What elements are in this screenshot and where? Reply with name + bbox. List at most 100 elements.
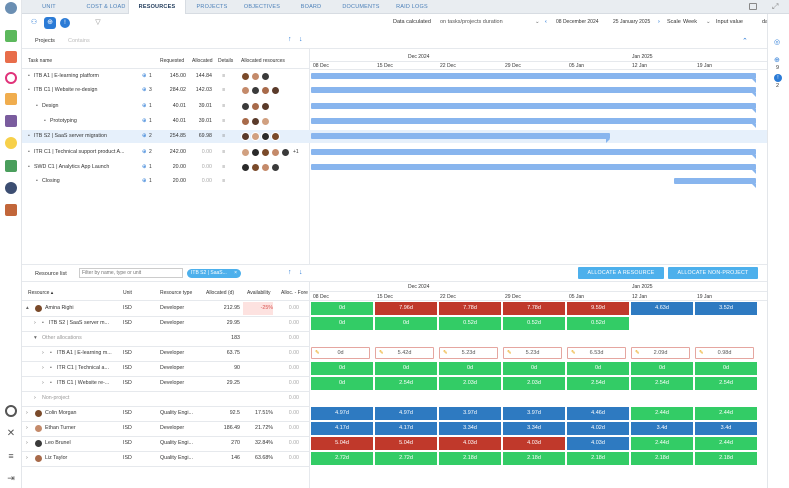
resource-name[interactable]: Leo Brunel [45, 440, 71, 446]
avatar[interactable] [261, 86, 270, 95]
zoom-icon[interactable]: ⊕ [44, 17, 56, 29]
avatar[interactable] [261, 148, 270, 157]
task-row[interactable]: ▪ Design ⊕ 1 40.01 39.01 ≡ [22, 100, 767, 113]
allocation-cell[interactable]: ✎ 0d [311, 347, 370, 359]
resource-name[interactable]: Amina Righi [45, 305, 74, 311]
expand-icon[interactable]: › [26, 455, 28, 461]
resource-row[interactable]: › Liz Taylor ISD Quality Engi... 146 63.68% 0.… [22, 452, 767, 467]
next-period-icon[interactable]: › [658, 19, 660, 25]
edit-icon[interactable]: ✎ [571, 350, 576, 356]
target-icon[interactable]: ◎ [774, 39, 781, 46]
task-row[interactable]: ▪ ITB S2 | SaaS server migration ⊕ 2 254.85 6… [22, 130, 767, 143]
details-icon[interactable]: ≡ [222, 164, 226, 170]
sliders-icon[interactable]: ≡ [8, 451, 14, 461]
expand-icon[interactable]: › [26, 425, 28, 431]
move-up-icon[interactable]: ↑ [288, 36, 292, 43]
network-icon[interactable] [5, 182, 17, 194]
expand-icon[interactable]: › [42, 380, 44, 386]
user-avatar[interactable] [5, 2, 17, 14]
resource-row[interactable]: › Non-project 0.00 [22, 392, 767, 407]
col-resource[interactable]: Resource ▴ [28, 290, 54, 296]
close-icon[interactable]: × [234, 270, 237, 276]
gantt-bar[interactable] [311, 118, 756, 124]
avatar[interactable] [241, 132, 250, 141]
task-name[interactable]: ITB S2 | SaaS server migration [34, 133, 107, 139]
tab-board[interactable]: BOARD [300, 4, 322, 10]
allocation-cell[interactable]: ✎ 5.42d [375, 347, 434, 359]
allocation-cell[interactable]: 0.52d [439, 317, 502, 330]
task-row[interactable]: ▪ SWD C1 | Analytics App Launch ⊕ 1 20.00 0.0… [22, 161, 767, 174]
logout-icon[interactable]: ⇥ [7, 473, 15, 483]
allocation-cell[interactable]: 0d [311, 362, 374, 375]
date-to[interactable]: 25 January 2025 [613, 19, 651, 25]
allocation-cell[interactable]: 4.17d [375, 422, 438, 435]
allocation-cell[interactable]: 0d [503, 362, 566, 375]
resource-filter-input[interactable] [79, 268, 183, 278]
task-name[interactable]: ITR C1 | Technical support product A... [34, 149, 125, 155]
expand-icon[interactable]: ▾ [34, 335, 37, 341]
allocation-cell[interactable]: ✎ 5.23d [503, 347, 562, 359]
details-icon[interactable]: ≡ [222, 103, 226, 109]
allocation-cell[interactable]: 0d [311, 377, 374, 390]
allocation-cell[interactable]: 2.44d [631, 437, 694, 450]
allocation-cell[interactable]: 2.44d [695, 407, 758, 420]
input-unit-select[interactable]: day [762, 19, 771, 25]
tab-projects[interactable]: Projects [35, 38, 55, 44]
resource-name[interactable]: ITB A1 | E-learning m... [57, 350, 112, 356]
col-task-name[interactable]: Task name [28, 58, 53, 64]
allocation-cell[interactable]: 2.18d [439, 452, 502, 465]
expand-icon[interactable]: › [34, 395, 36, 401]
avatar[interactable] [251, 102, 260, 111]
allocation-cell[interactable]: 2.18d [631, 452, 694, 465]
allocation-cell[interactable]: 2.18d [567, 452, 630, 465]
task-row[interactable]: ▪ ITB A1 | E-learning platform ⊕ 1 145.00 144… [22, 70, 767, 83]
resource-row[interactable]: › ▪ ITB S2 | SaaS server m... ISD Developer 2… [22, 317, 767, 332]
avatar[interactable] [241, 117, 250, 126]
allocation-cell[interactable]: ✎ 5.23d [439, 347, 498, 359]
allocation-cell[interactable]: ✎ 6.53d [567, 347, 626, 359]
avatar[interactable] [241, 86, 250, 95]
allocation-cell[interactable]: 7.78d [503, 302, 566, 315]
chat-icon[interactable] [749, 3, 757, 10]
avatar[interactable] [271, 163, 280, 172]
allocation-cell[interactable]: 3.97d [439, 407, 502, 420]
avatar[interactable] [271, 148, 280, 157]
allocation-cell[interactable]: 4.03d [439, 437, 502, 450]
task-row[interactable]: ▪ Prototyping ⊕ 1 40.01 39.01 ≡ [22, 115, 767, 128]
allocation-cell[interactable]: ✎ 2.09d [631, 347, 690, 359]
resource-row[interactable]: › Ethan Turner ISD Developer 186.49 21.72% 0.0… [22, 422, 767, 437]
col-unit[interactable]: Unit [123, 290, 132, 296]
allocation-cell[interactable]: 0.52d [567, 317, 630, 330]
task-name[interactable]: Prototyping [50, 118, 77, 124]
data-calculated-select[interactable]: on tasks/projects duration [440, 19, 503, 25]
allocation-cell[interactable]: 4.63d [631, 302, 694, 315]
expand-icon[interactable]: ▴ [26, 305, 29, 311]
task-row[interactable]: ▪ ITB C1 | Website re-design ⊕ 3 284.02 142.0… [22, 84, 767, 97]
avatar[interactable] [251, 117, 260, 126]
expand-icon[interactable]: › [26, 440, 28, 446]
details-icon[interactable]: ≡ [222, 73, 226, 79]
allocation-cell[interactable]: 3.52d [695, 302, 758, 315]
allocation-cell[interactable]: 0d [375, 362, 438, 375]
edit-icon[interactable]: ✎ [699, 350, 704, 356]
task-name[interactable]: SWD C1 | Analytics App Launch [34, 164, 110, 170]
edit-icon[interactable]: ✎ [507, 350, 512, 356]
allocation-cell[interactable]: 5.04d [375, 437, 438, 450]
allocation-cell[interactable]: 2.72d [311, 452, 374, 465]
allocation-cell[interactable]: 2.54d [695, 377, 758, 390]
allocation-cell[interactable]: 0d [375, 317, 438, 330]
tab-cost-load[interactable]: COST & LOAD [86, 4, 126, 10]
allocation-cell[interactable]: 2.72d [375, 452, 438, 465]
expand-icon[interactable]: › [42, 365, 44, 371]
col-allocated-resources[interactable]: Allocated resources [241, 58, 285, 64]
allocation-cell[interactable]: 2.18d [695, 452, 758, 465]
avatar[interactable] [261, 102, 270, 111]
allocation-cell[interactable]: 2.44d [631, 407, 694, 420]
allocation-cell[interactable]: 3.4d [631, 422, 694, 435]
allocation-cell[interactable]: 4.17d [311, 422, 374, 435]
task-name[interactable]: Design [42, 103, 59, 109]
move-up-icon[interactable]: ↑ [288, 269, 292, 276]
zoom-icon[interactable]: ⊕ [774, 57, 780, 64]
avatar[interactable] [261, 163, 270, 172]
filter-chip[interactable]: ITB S2 | SaaS... × [187, 269, 241, 278]
